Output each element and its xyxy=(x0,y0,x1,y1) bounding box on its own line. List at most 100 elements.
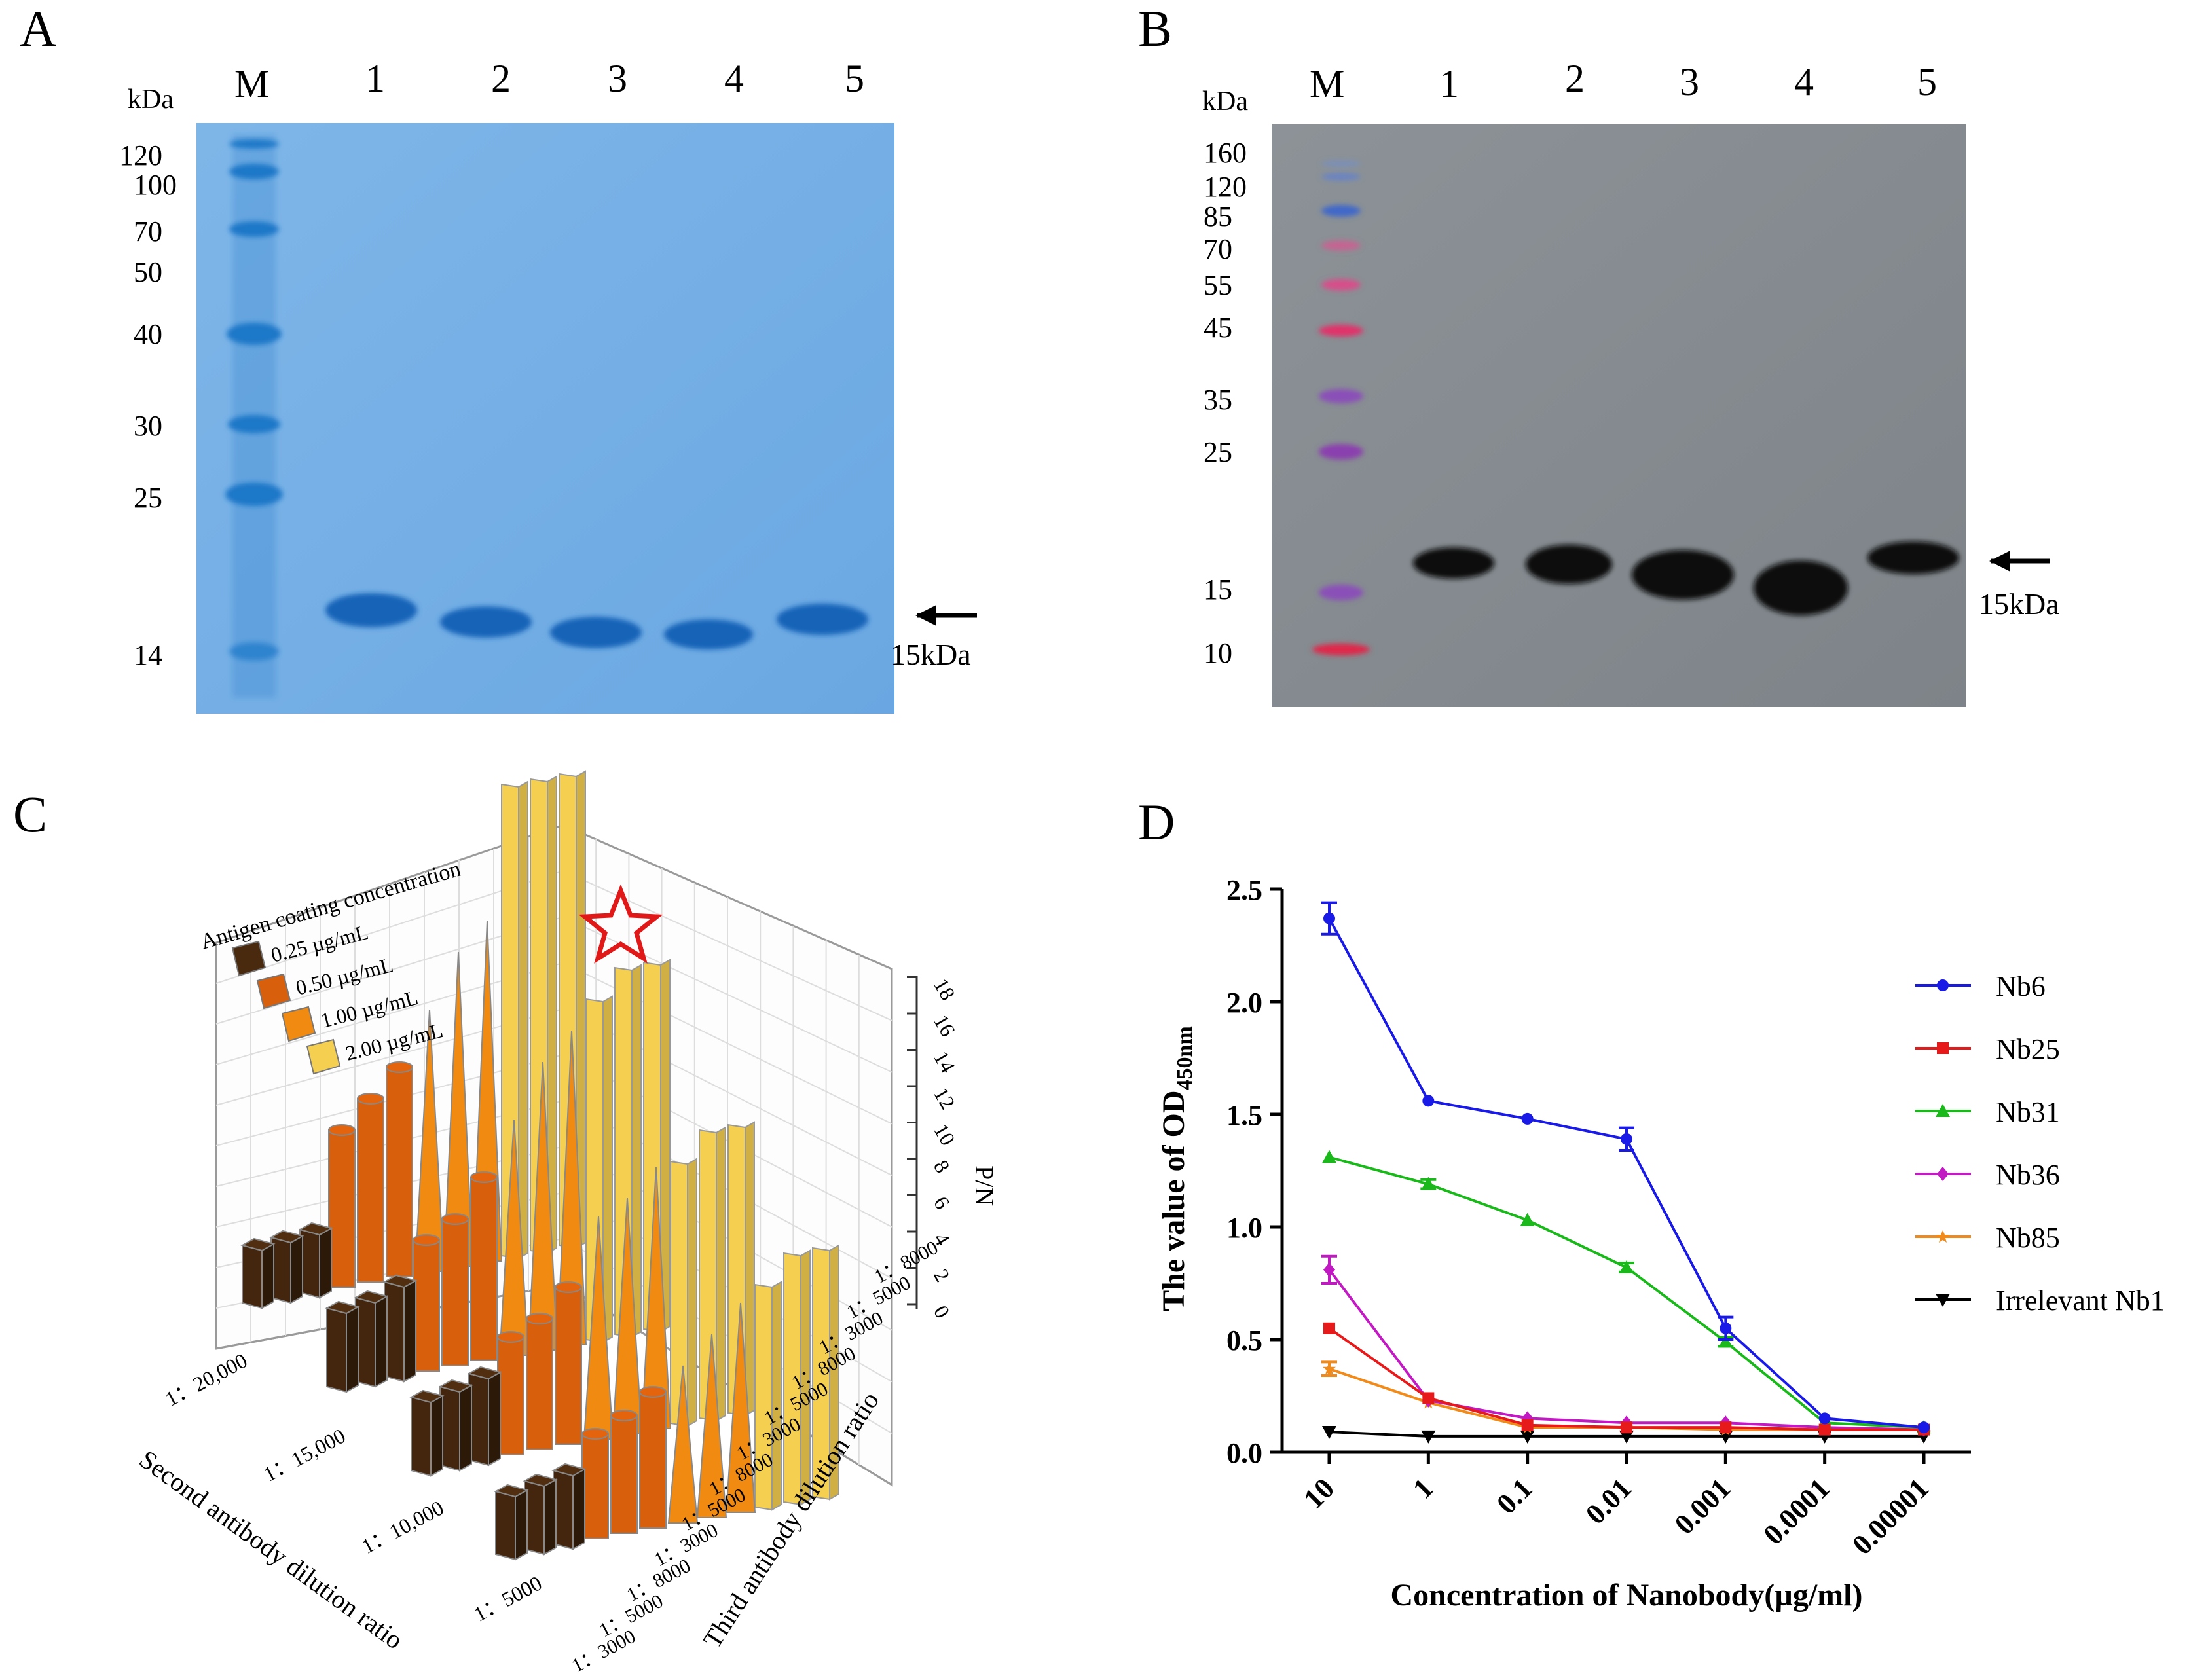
legend-label: Nb25 xyxy=(1996,1033,2060,1065)
arrow-icon xyxy=(915,605,977,626)
series-line xyxy=(1328,1269,1924,1431)
panel-b: B kDa M 1 2 3 4 5 160 120 85 70 55 45 35… xyxy=(1138,0,2059,707)
bar-3d xyxy=(430,1395,443,1477)
bar-3d xyxy=(382,1274,418,1288)
x-axis-label: Concentration of Nanobody(µg/ml) xyxy=(1391,1578,1863,1613)
target-band-label-a: 15kDa xyxy=(891,638,971,671)
y-tick-label: 2.0 xyxy=(1226,987,1262,1019)
bar-3d xyxy=(240,1237,276,1252)
bar-3d xyxy=(495,1490,516,1561)
legend-swatch xyxy=(231,940,267,977)
bar-3d xyxy=(667,1365,699,1524)
bar-3d xyxy=(494,1484,529,1498)
legend-label: Irrelevant Nb1 xyxy=(1996,1285,2165,1317)
data-point xyxy=(1937,1042,1949,1054)
x-tick-label: 0.1 xyxy=(1490,1472,1539,1520)
bar-3d xyxy=(555,1281,582,1293)
marker-label: 45 xyxy=(1204,312,1232,344)
gel-a-bands xyxy=(325,593,868,649)
legend-label: Nb36 xyxy=(1996,1159,2060,1191)
bar-3d xyxy=(357,1098,384,1283)
data-point xyxy=(1521,1112,1534,1125)
chart-legend: Nb6 Nb25 Nb31 Nb36 Nb85 Irrelevant Nb1 xyxy=(1915,970,2165,1317)
lane-label-5: 5 xyxy=(1917,60,1937,103)
x-tick-label: 1：5000 xyxy=(469,1571,545,1626)
marker-label: 85 xyxy=(1204,200,1232,232)
bar-3d xyxy=(518,780,528,1260)
data-point xyxy=(1619,1260,1634,1273)
marker-label: 160 xyxy=(1204,137,1247,169)
bar-3d xyxy=(261,1243,274,1309)
series-nb31 xyxy=(1322,1150,1931,1434)
bar-3d xyxy=(745,1121,755,1417)
gel-a-ladder xyxy=(225,134,283,697)
bar-3d xyxy=(413,1239,440,1372)
lane-label-2: 2 xyxy=(1565,57,1585,100)
data-point xyxy=(1937,979,1949,991)
x-tick-label: 0.0001 xyxy=(1757,1472,1836,1550)
panel-b-letter: B xyxy=(1138,0,1172,57)
data-point xyxy=(1323,912,1335,924)
bar-3d xyxy=(411,1396,432,1477)
bar-3d xyxy=(290,1235,303,1304)
arrow-icon xyxy=(1989,551,2050,572)
bar-3d xyxy=(497,1336,524,1455)
x-tick-label: 0.00001 xyxy=(1846,1472,1935,1561)
bar-3d xyxy=(441,1213,469,1225)
data-point xyxy=(1720,1322,1732,1334)
x-tick-label: 1：10,000 xyxy=(358,1495,447,1558)
bar-3d xyxy=(441,1218,469,1366)
data-point xyxy=(1323,1362,1336,1375)
bar-3d xyxy=(555,1287,582,1445)
data-point xyxy=(1936,1294,1950,1307)
data-point xyxy=(1520,1213,1535,1226)
bar-3d xyxy=(639,1386,667,1398)
x-tick-label: 0.001 xyxy=(1668,1472,1737,1541)
blot-b-ladder xyxy=(1312,160,1370,655)
bar-3d xyxy=(696,1334,727,1518)
bar-3d xyxy=(488,1371,501,1467)
lane-label-m: M xyxy=(1310,62,1344,105)
data-point xyxy=(1619,1430,1634,1444)
marker-label: 50 xyxy=(134,256,162,288)
z-tick-label: 8 xyxy=(929,1156,955,1177)
y-tick-label: 0.0 xyxy=(1226,1437,1262,1469)
line-chart: 0.0 0.5 1.0 1.5 2.0 2.5 10 1 0.1 0.01 0.001 0.0001 0… xyxy=(1156,874,2165,1613)
bar-3d xyxy=(354,1290,389,1304)
data-point xyxy=(1720,1421,1732,1434)
legend-swatch xyxy=(256,973,291,1010)
gel-image-a xyxy=(196,123,894,714)
data-point xyxy=(1937,1167,1949,1181)
data-point xyxy=(1718,1334,1733,1348)
bar-3d xyxy=(547,775,557,1254)
series-nb6 xyxy=(1321,901,1930,1434)
data-point xyxy=(1422,1095,1435,1107)
panel-b-marker-labels: 160 120 85 70 55 45 35 25 15 10 xyxy=(1204,137,1247,669)
panel-d-letter: D xyxy=(1138,794,1175,850)
data-point xyxy=(1621,1133,1632,1145)
bar-3d xyxy=(515,1489,528,1561)
data-point xyxy=(1521,1419,1534,1431)
marker-label: 10 xyxy=(1204,637,1232,669)
marker-label: 70 xyxy=(1204,233,1232,265)
data-point xyxy=(1422,1392,1435,1404)
y-tick-label: 2.5 xyxy=(1226,874,1262,906)
bar-3d xyxy=(610,1415,638,1534)
y-tick-label: 0.5 xyxy=(1226,1324,1262,1357)
z-tick-label: 10 xyxy=(929,1120,960,1150)
marker-label: 35 xyxy=(1204,384,1232,416)
z-tick-label: 6 xyxy=(929,1192,955,1213)
bar-3d xyxy=(326,1307,347,1393)
lane-label-4: 4 xyxy=(724,57,744,100)
data-point xyxy=(1322,1150,1336,1163)
bar-3d xyxy=(771,1281,782,1511)
x-tick-label: 1：20,000 xyxy=(161,1348,251,1411)
bar-3d xyxy=(325,1300,360,1315)
x-tick-label: 1 xyxy=(1407,1472,1439,1505)
x-tick-label: 0.01 xyxy=(1579,1472,1638,1530)
lane-label-m: M xyxy=(234,62,269,105)
bar-3d xyxy=(459,1384,472,1472)
bar-3d xyxy=(467,1366,502,1380)
marker-label: 25 xyxy=(134,482,162,514)
lane-label-1: 1 xyxy=(1439,62,1459,105)
